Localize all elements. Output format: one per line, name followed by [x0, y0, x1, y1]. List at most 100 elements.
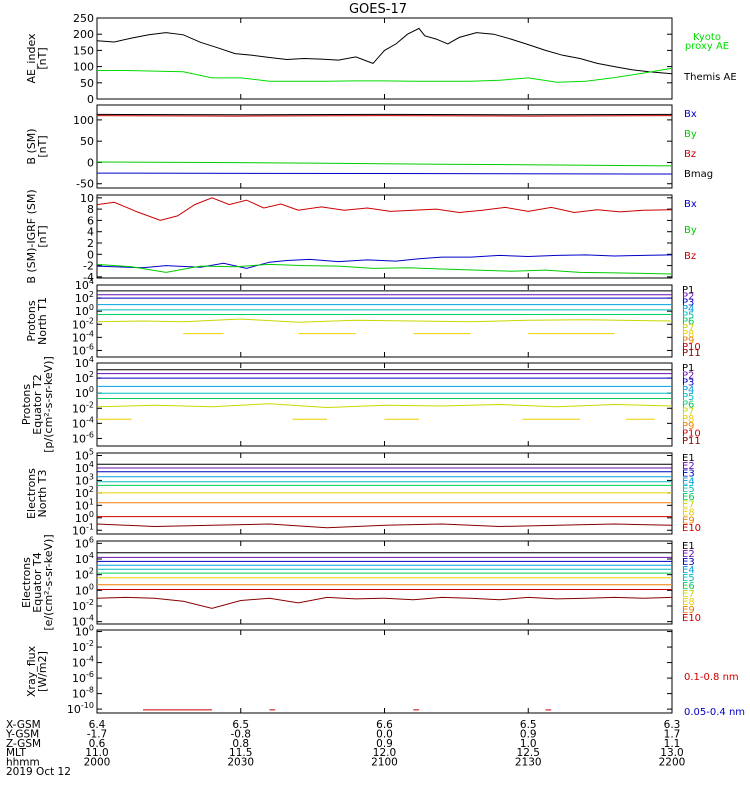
y-tick-label: 100: [75, 510, 94, 525]
legend-item: P10: [682, 429, 701, 440]
y-tick-label: 10-4: [72, 415, 94, 430]
y-tick-label: 6: [87, 214, 94, 227]
y-tick-label: 10: [80, 192, 94, 205]
series-line-by: [96, 161, 673, 167]
legend-item: E10: [682, 523, 701, 534]
y-axis-label: [nT]: [36, 225, 49, 247]
y-tick-label: -2: [83, 260, 94, 273]
legend-item: E1: [682, 541, 695, 552]
footer-row-label: Y-GSM: [5, 728, 39, 740]
y-tick-label: 10-8: [72, 686, 94, 701]
legend-item: E5: [682, 573, 695, 584]
side-label: proxy AE: [685, 41, 729, 52]
series-line-themis-ae: [96, 27, 673, 75]
footer-value: 0.0: [376, 728, 393, 740]
legend-item: E7: [682, 500, 695, 511]
side-label: Bmag: [684, 169, 713, 180]
y-tick-label: 103: [75, 472, 94, 487]
footer-value: 6.4: [89, 719, 106, 731]
y-tick-label: 50: [80, 135, 94, 148]
legend-item: E3: [682, 557, 695, 568]
legend-item: P2: [682, 291, 694, 302]
y-tick-label: 250: [73, 12, 94, 25]
footer-value: 6.5: [520, 719, 537, 731]
legend-item: P5: [682, 310, 694, 321]
side-label: Bx: [684, 199, 697, 210]
legend-item: P8: [682, 329, 694, 340]
y-axis-label: [nT]: [36, 135, 49, 157]
y-axis-label: AE_index: [25, 33, 38, 84]
side-label: Bx: [684, 109, 697, 120]
y-tick-label: 8: [87, 203, 94, 216]
footer-value: 0.6: [89, 738, 106, 750]
series-line-e10: [96, 523, 673, 529]
y-axis-label: North T1: [36, 297, 49, 345]
legend-item: P9: [682, 421, 694, 432]
footer-value: 12.0: [373, 747, 396, 759]
y-tick-label: 100: [75, 303, 94, 318]
footer-value: 12.5: [517, 747, 540, 759]
y-tick-label: 50: [80, 77, 94, 90]
footer-value: 1.0: [520, 738, 537, 750]
legend-item: P9: [682, 336, 694, 347]
y-tick-label: 10-2: [72, 400, 94, 415]
side-label: Kyoto: [693, 32, 721, 43]
footer-row-label: Z-GSM: [6, 738, 41, 750]
panel-frame: [96, 452, 673, 535]
side-label: Bz: [684, 251, 696, 262]
footer-value: 0.8: [232, 738, 249, 750]
y-tick-label: 105: [75, 447, 94, 462]
legend-item: P6: [682, 317, 694, 328]
y-tick-label: 4: [87, 226, 94, 239]
y-tick-label: 10-4: [72, 655, 94, 670]
y-tick-label: 100: [75, 385, 94, 400]
legend-item: P6: [682, 399, 694, 410]
y-axis-label: Equator T4: [31, 552, 44, 612]
legend-item: E10: [682, 613, 701, 624]
legend-item: P2: [682, 370, 694, 381]
legend-item: P4: [682, 304, 694, 315]
y-tick-label: 10-6: [72, 670, 94, 685]
side-label: 0.05-0.4 nm: [684, 707, 745, 718]
panel-bsm: -50 0 50 100 B (SM)[nT] Bx By Bz Bmag: [25, 104, 713, 191]
y-tick-label: 10-2: [72, 316, 94, 331]
series-line-bz: [96, 197, 673, 221]
legend-item: E6: [682, 492, 695, 503]
y-axis-label: Electrons: [25, 468, 38, 519]
y-axis-label: Equator T2: [31, 374, 44, 434]
side-label: By: [684, 225, 697, 236]
panel-frame: [96, 629, 673, 714]
side-label: Themis AE: [683, 72, 737, 83]
y-tick-label: 10-2: [72, 639, 94, 654]
y-tick-label: 104: [75, 277, 94, 292]
y-axis-label: [e/(cm²-s-sr-keV)]: [42, 534, 55, 630]
series-line-by: [96, 263, 673, 275]
legend-item: P7: [682, 323, 694, 334]
panel-frame: [96, 17, 673, 100]
y-axis-label: Protons: [20, 384, 33, 425]
y-tick-label: 150: [73, 44, 94, 57]
footer-value: 1.1: [664, 738, 681, 750]
footer-value: 0.9: [520, 728, 537, 740]
panel-frame: [96, 540, 673, 625]
panel-frame: [96, 104, 673, 189]
y-tick-label: -50: [76, 178, 94, 191]
legend-item: E8: [682, 508, 695, 519]
legend-item: E3: [682, 469, 695, 480]
y-tick-label: 0: [87, 93, 94, 106]
y-tick-label: 104: [75, 460, 94, 475]
y-axis-label: [p/(cm²-s-sr-keV)]: [42, 356, 55, 453]
footer-value: 2200: [659, 757, 686, 769]
y-axis-label: Xray_flux: [25, 645, 38, 697]
footer-value: 2100: [371, 757, 398, 769]
y-tick-label: 102: [75, 290, 94, 305]
side-label: 0.1-0.8 nm: [684, 672, 739, 683]
y-axis-label: North T3: [36, 470, 49, 518]
